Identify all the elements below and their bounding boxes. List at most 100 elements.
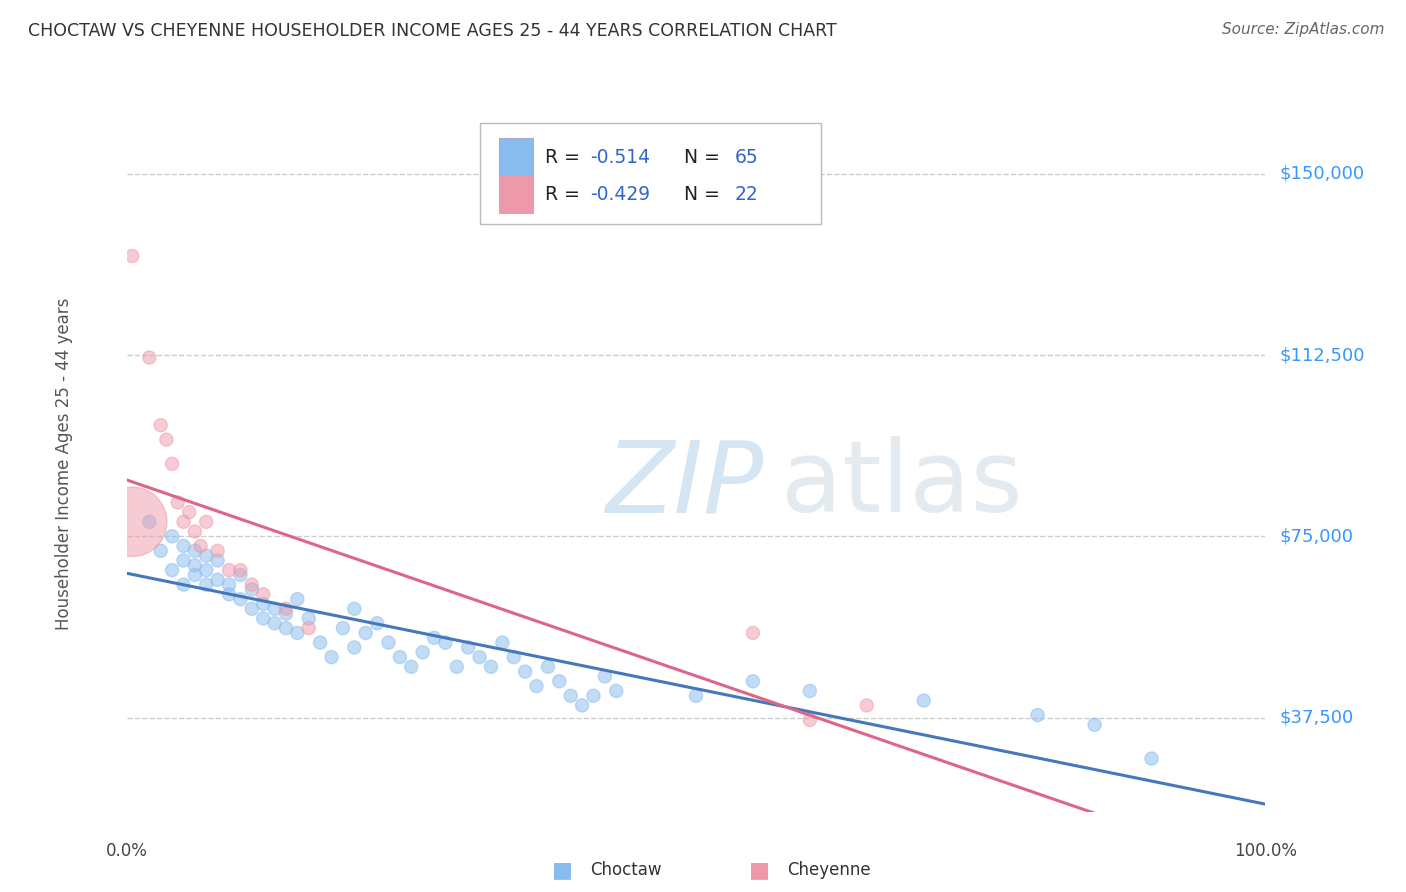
Point — [434, 635, 457, 649]
Point — [138, 515, 160, 529]
Point — [240, 582, 263, 597]
Point — [377, 635, 399, 649]
Point — [560, 689, 582, 703]
Text: 65: 65 — [735, 148, 758, 167]
Point — [184, 543, 207, 558]
Point — [685, 689, 707, 703]
Text: 0.0%: 0.0% — [105, 842, 148, 860]
Point — [207, 553, 229, 567]
Point — [298, 611, 321, 625]
Point — [855, 698, 877, 713]
Point — [218, 563, 240, 577]
Point — [184, 558, 207, 573]
Point — [479, 660, 502, 674]
Text: R =: R = — [544, 148, 585, 167]
Point — [412, 645, 434, 659]
Text: 22: 22 — [735, 185, 758, 203]
Point — [172, 553, 194, 567]
Point — [287, 626, 309, 640]
Point — [240, 602, 263, 616]
Point — [593, 669, 616, 683]
Point — [457, 640, 479, 655]
Point — [207, 543, 229, 558]
Point — [218, 577, 240, 591]
Text: $75,000: $75,000 — [1279, 527, 1354, 545]
Point — [401, 660, 423, 674]
Point — [742, 674, 765, 689]
Point — [274, 602, 297, 616]
Point — [121, 515, 143, 529]
FancyBboxPatch shape — [479, 123, 821, 224]
Text: $150,000: $150,000 — [1279, 165, 1364, 183]
Point — [172, 577, 194, 591]
Point — [172, 515, 194, 529]
Point — [354, 626, 377, 640]
Point — [149, 418, 172, 433]
Point — [195, 549, 218, 563]
Point — [912, 693, 935, 707]
Point — [571, 698, 593, 713]
Point — [537, 660, 560, 674]
Point — [1026, 708, 1049, 723]
Point — [207, 573, 229, 587]
Point — [515, 665, 537, 679]
Point — [309, 635, 332, 649]
Text: R =: R = — [544, 185, 585, 203]
Point — [446, 660, 468, 674]
Text: -0.429: -0.429 — [591, 185, 650, 203]
Text: 100.0%: 100.0% — [1234, 842, 1296, 860]
Point — [742, 626, 765, 640]
Text: Cheyenne: Cheyenne — [787, 861, 870, 879]
Text: CHOCTAW VS CHEYENNE HOUSEHOLDER INCOME AGES 25 - 44 YEARS CORRELATION CHART: CHOCTAW VS CHEYENNE HOUSEHOLDER INCOME A… — [28, 22, 837, 40]
Point — [121, 249, 143, 263]
Point — [332, 621, 354, 635]
Point — [252, 597, 274, 611]
Text: $37,500: $37,500 — [1279, 708, 1354, 726]
Point — [343, 602, 366, 616]
Text: N =: N = — [672, 185, 725, 203]
Point — [218, 587, 240, 601]
Point — [190, 539, 212, 553]
Point — [343, 640, 366, 655]
Text: N =: N = — [672, 148, 725, 167]
Point — [184, 568, 207, 582]
Point — [491, 635, 513, 649]
Point — [166, 495, 188, 509]
Point — [263, 602, 285, 616]
Point — [298, 621, 321, 635]
Point — [195, 577, 218, 591]
Point — [184, 524, 207, 539]
Point — [366, 616, 388, 631]
Point — [138, 351, 160, 365]
Bar — [499, 138, 533, 177]
Text: $112,500: $112,500 — [1279, 346, 1365, 364]
Point — [252, 611, 274, 625]
Point — [388, 650, 411, 665]
Point — [287, 592, 309, 607]
Text: atlas: atlas — [782, 436, 1024, 533]
Point — [1084, 717, 1107, 731]
Point — [526, 679, 548, 693]
Point — [229, 563, 252, 577]
Point — [548, 674, 571, 689]
Point — [195, 515, 218, 529]
Point — [263, 616, 285, 631]
Point — [274, 607, 297, 621]
Point — [229, 592, 252, 607]
Point — [149, 543, 172, 558]
Point — [274, 621, 297, 635]
Point — [229, 568, 252, 582]
Point — [1140, 751, 1163, 765]
Point — [179, 505, 201, 519]
Point — [160, 563, 183, 577]
Text: ZIP: ZIP — [605, 436, 763, 533]
Point — [252, 587, 274, 601]
Point — [160, 457, 183, 471]
Point — [502, 650, 524, 665]
Point — [799, 713, 821, 727]
Text: ■: ■ — [749, 860, 769, 880]
Text: Choctaw: Choctaw — [591, 861, 662, 879]
Text: ■: ■ — [553, 860, 572, 880]
Text: -0.514: -0.514 — [591, 148, 650, 167]
Point — [582, 689, 605, 703]
